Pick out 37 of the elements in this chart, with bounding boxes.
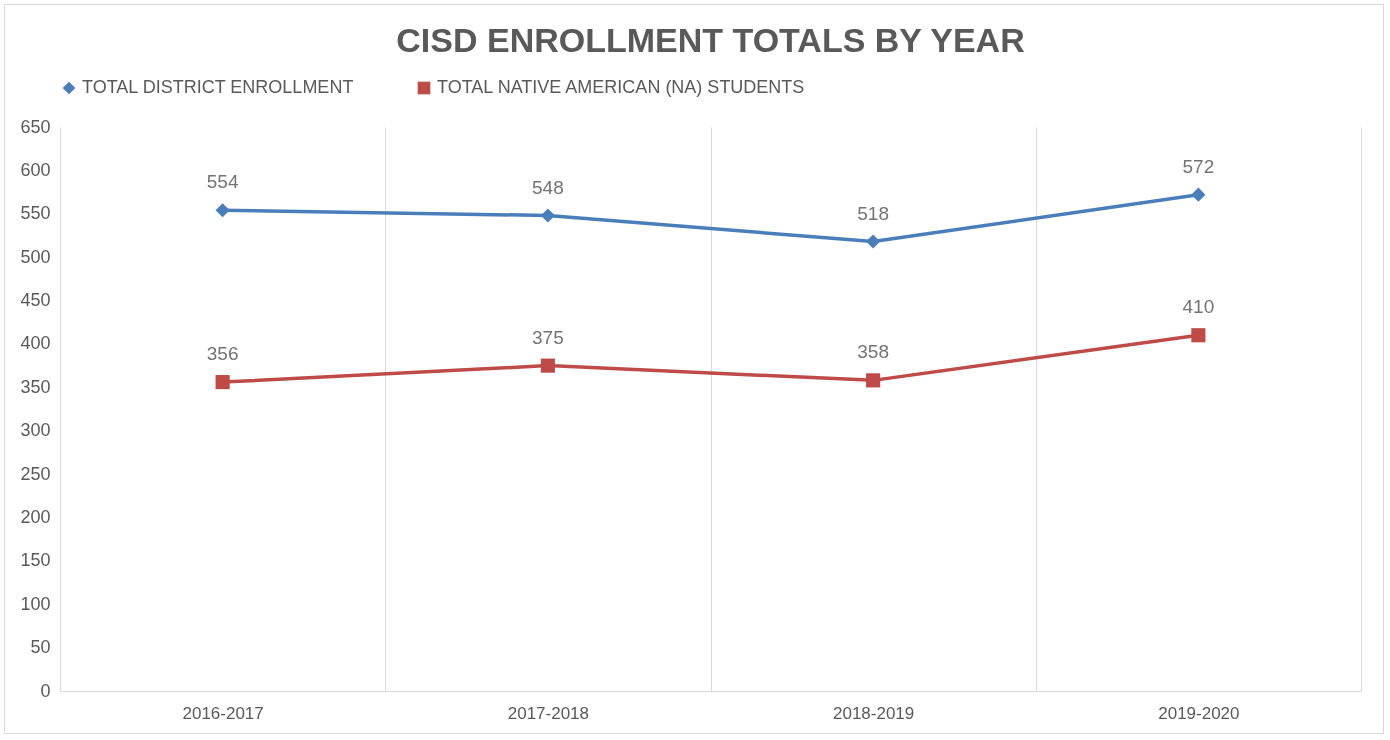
chart-title: CISD ENROLLMENT TOTALS BY YEAR [396, 21, 1025, 59]
y-tick-label: 350 [20, 376, 51, 397]
y-tick-label: 550 [20, 203, 51, 224]
y-tick-label: 500 [20, 246, 51, 267]
point [866, 373, 881, 388]
y-tick-label: 600 [20, 159, 51, 180]
legend-label: TOTAL DISTRICT ENROLLMENT [82, 77, 354, 97]
y-tick-label: 250 [20, 463, 51, 484]
data-label: 572 [1182, 155, 1215, 177]
legend-label: TOTAL NATIVE AMERICAN (NA) STUDENTS [437, 77, 805, 97]
y-tick-label: 50 [30, 637, 51, 658]
point [215, 375, 230, 390]
y-tick-label: 150 [20, 550, 51, 571]
data-label: 554 [206, 171, 239, 193]
point [1191, 187, 1206, 202]
x-tick-label: 2017-2018 [507, 703, 590, 723]
point [866, 234, 881, 249]
y-tick-label: 650 [20, 116, 51, 137]
y-tick-label: 400 [20, 333, 51, 354]
x-tick-label: 2018-2019 [832, 703, 915, 723]
data-label: 358 [857, 341, 889, 363]
data-label: 548 [532, 176, 564, 198]
y-tick-label: 100 [20, 593, 51, 614]
y-tick-label: 300 [20, 420, 51, 441]
x-tick-label: 2019-2020 [1158, 703, 1240, 723]
point [540, 208, 555, 223]
point [1191, 328, 1206, 343]
data-label: 410 [1182, 296, 1215, 318]
data-label: 518 [857, 202, 889, 224]
point [540, 358, 555, 373]
data-label: 375 [532, 326, 564, 348]
y-tick-label: 0 [40, 680, 51, 701]
y-tick-label: 200 [20, 506, 51, 527]
point [215, 203, 230, 218]
y-tick-label: 450 [20, 290, 51, 311]
data-label: 356 [206, 343, 239, 365]
x-tick-label: 2016-2017 [182, 703, 264, 723]
